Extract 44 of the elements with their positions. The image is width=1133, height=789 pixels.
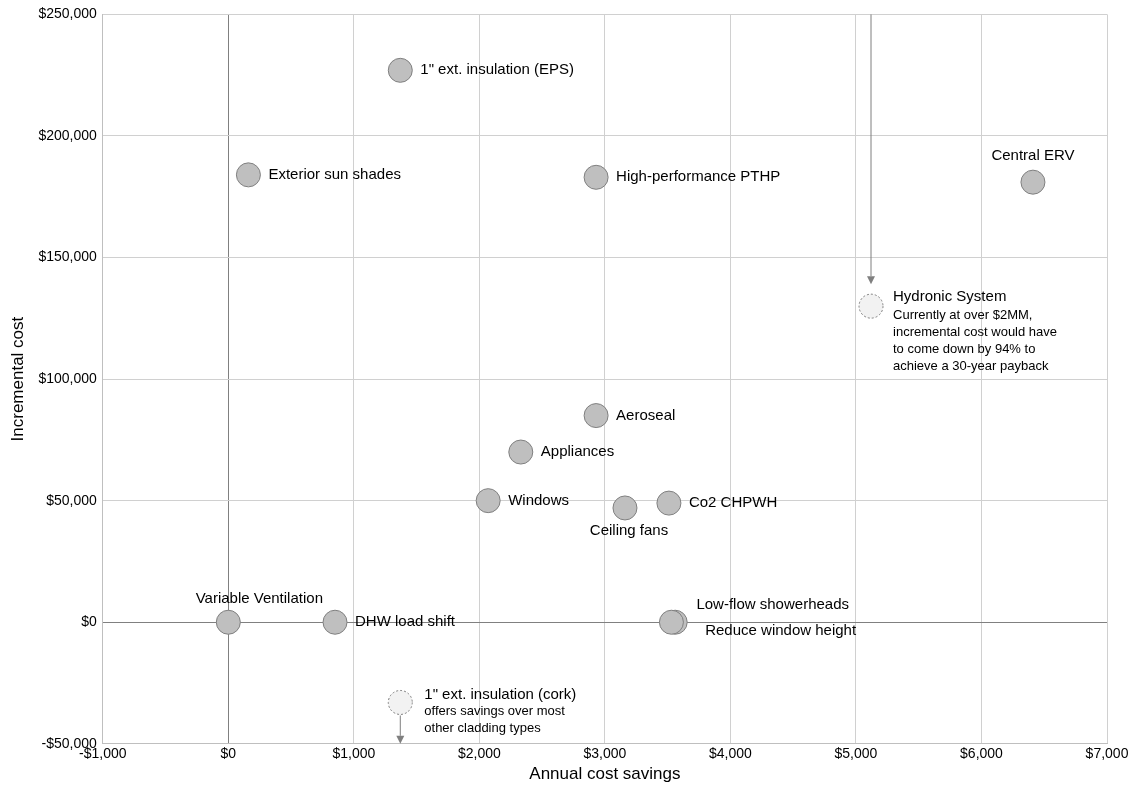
series-label: Exterior sun shades — [268, 165, 401, 183]
x-tick-label: $0 — [220, 745, 237, 762]
point — [583, 403, 609, 429]
series-label: Appliances — [540, 442, 615, 460]
y-tick-label: $50,000 — [46, 491, 97, 508]
point — [475, 488, 501, 514]
point — [322, 609, 348, 635]
series-label: Hydronic System — [893, 287, 1007, 305]
x-axis-title: Annual cost savings — [529, 764, 681, 784]
series-label: Windows — [508, 490, 570, 508]
annotation: offers savings over most other cladding types — [424, 703, 566, 736]
y-axis-title: Incremental cost — [7, 316, 27, 442]
point — [583, 164, 609, 190]
point — [656, 490, 682, 516]
x-tick-label: $3,000 — [583, 745, 627, 762]
x-tick-label: $4,000 — [709, 745, 753, 762]
x-tick-label: $1,000 — [332, 745, 376, 762]
y-tick-label: $150,000 — [38, 248, 97, 265]
point — [612, 495, 638, 521]
point — [235, 162, 261, 188]
point — [215, 609, 241, 635]
x-tick-label: $5,000 — [834, 745, 878, 762]
series-label: Aeroseal — [616, 405, 676, 423]
series-label: 1" ext. insulation (cork) — [424, 684, 577, 702]
point — [1020, 169, 1046, 195]
y-tick-label: $200,000 — [38, 126, 97, 143]
series-label: Ceiling fans — [589, 521, 669, 539]
x-tick-label: $7,000 — [1085, 745, 1129, 762]
y-tick-label: $0 — [81, 613, 97, 630]
series-label: DHW load shift — [355, 612, 456, 630]
series-label: Low-flow showerheads — [696, 595, 849, 613]
x-tick-label: $2,000 — [457, 745, 501, 762]
series-label: 1" ext. insulation (EPS) — [420, 60, 575, 78]
series-label: Co2 CHPWH — [688, 493, 778, 511]
point — [508, 439, 534, 465]
series-label: High-performance PTHP — [616, 167, 781, 185]
annotation: Currently at over $2MM, incremental cost would have to come down by 94% to achieve a 30-year payback — [893, 306, 1058, 373]
series-label: Variable Ventilation — [195, 589, 323, 607]
series-label: Central ERV — [991, 146, 1075, 164]
y-tick-label: $100,000 — [38, 369, 97, 386]
series-label: Reduce window height — [705, 621, 857, 639]
y-tick-label: $250,000 — [38, 5, 97, 22]
point — [387, 57, 413, 83]
x-tick-label: $6,000 — [960, 745, 1004, 762]
